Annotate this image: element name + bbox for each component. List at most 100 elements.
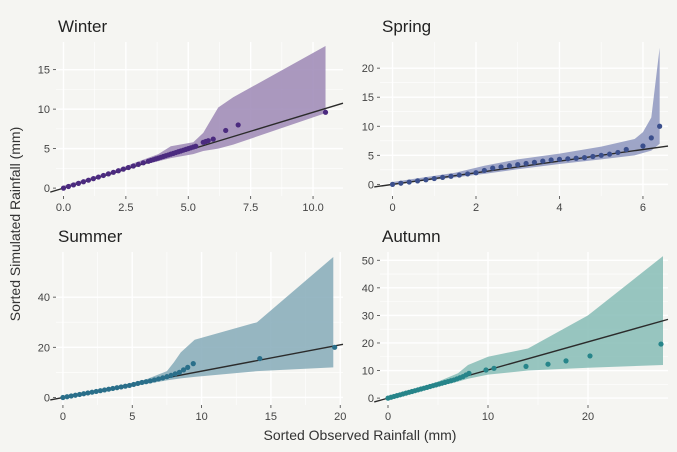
x-tick-label: 20 <box>582 411 594 423</box>
y-tick-label: 5 <box>44 144 50 156</box>
data-point <box>76 391 83 398</box>
data-point <box>135 161 141 168</box>
data-point <box>573 155 579 161</box>
data-point <box>60 394 66 401</box>
x-tick-label: 7.5 <box>243 202 258 214</box>
data-point <box>431 175 437 182</box>
data-point <box>180 367 187 373</box>
data-point <box>115 168 121 174</box>
y-tick-label: 10 <box>362 121 374 133</box>
x-tick-label: 2 <box>473 202 479 214</box>
data-point <box>105 171 112 177</box>
data-point <box>490 165 496 171</box>
data-point <box>122 383 128 389</box>
data-point <box>257 355 263 362</box>
x-tick-label: 6 <box>640 202 646 214</box>
data-point <box>139 379 145 386</box>
data-point <box>168 372 174 379</box>
data-point <box>423 177 429 183</box>
data-point <box>101 387 108 393</box>
data-point <box>190 361 196 367</box>
data-point <box>151 377 158 383</box>
data-point <box>110 385 116 392</box>
data-point <box>89 389 95 395</box>
data-point <box>172 371 178 377</box>
y-axis-label: Sorted Simulated Rainfall (mm) <box>7 127 23 322</box>
data-point <box>143 379 149 385</box>
y-tick-label: 10 <box>38 104 50 116</box>
x-tick-label: 0 <box>385 411 391 423</box>
data-point <box>598 152 604 158</box>
data-point <box>523 363 529 370</box>
data-point <box>473 170 479 176</box>
data-point <box>235 122 241 128</box>
data-point <box>64 394 70 400</box>
simulation-band <box>62 257 334 398</box>
data-point <box>135 380 141 387</box>
data-point <box>406 179 412 185</box>
panel-title-spring: Spring <box>382 17 431 36</box>
y-tick-label: 20 <box>362 338 374 350</box>
y-tick-label: 20 <box>38 342 50 354</box>
data-point <box>556 156 563 162</box>
data-point <box>506 163 512 169</box>
data-point <box>648 135 654 141</box>
data-point <box>523 160 529 167</box>
y-tick-label: 0 <box>368 393 374 405</box>
data-point <box>590 153 596 160</box>
data-point <box>545 361 551 367</box>
panel-title-winter: Winter <box>58 17 107 36</box>
data-point <box>491 365 497 371</box>
data-point <box>85 177 92 183</box>
data-point <box>147 378 153 384</box>
data-point <box>531 159 538 165</box>
data-point <box>448 173 454 179</box>
panel-title-summer: Summer <box>58 227 123 246</box>
data-point <box>481 167 487 174</box>
data-point <box>587 353 593 359</box>
y-tick-label: 0 <box>368 179 374 191</box>
y-tick-label: 0 <box>44 183 50 195</box>
data-point <box>615 149 621 156</box>
data-point <box>193 143 199 149</box>
data-point <box>398 180 404 186</box>
data-point <box>95 174 102 180</box>
data-point <box>120 166 126 172</box>
data-point <box>75 180 82 186</box>
data-point <box>60 185 67 191</box>
x-tick-label: 0 <box>389 202 395 214</box>
x-tick-label: 10 <box>195 411 207 423</box>
data-point <box>72 392 79 398</box>
y-tick-label: 0 <box>44 392 50 404</box>
data-point <box>106 386 112 392</box>
data-point <box>657 123 663 129</box>
data-point <box>81 391 87 397</box>
data-point <box>118 384 124 390</box>
x-axis-label: Sorted Observed Rainfall (mm) <box>264 427 457 443</box>
x-tick-label: 2.5 <box>118 202 133 214</box>
y-tick-label: 30 <box>362 310 374 322</box>
y-tick-label: 10 <box>362 366 374 378</box>
data-point <box>126 382 133 389</box>
y-tick-label: 40 <box>38 292 50 304</box>
panel-title-autumn: Autumn <box>382 227 441 246</box>
x-tick-label: 20 <box>334 411 346 423</box>
data-point <box>85 390 91 396</box>
data-point <box>164 374 170 380</box>
panel-autumn: 0 10 20 0 10 20 30 40 50 Autumn <box>362 227 669 423</box>
data-point <box>93 388 99 395</box>
data-point <box>540 158 546 164</box>
data-point <box>414 178 421 184</box>
x-tick-label: 5 <box>129 411 135 423</box>
data-point <box>176 369 182 375</box>
data-point <box>440 174 446 181</box>
panel-summer: 0 5 10 15 20 0 20 40 Summer <box>38 227 347 423</box>
simulation-band <box>392 47 660 185</box>
x-tick-label: 5.0 <box>181 202 196 214</box>
x-tick-label: 10.0 <box>302 202 323 214</box>
data-point <box>623 146 629 153</box>
data-point <box>658 341 664 347</box>
data-point <box>185 364 191 370</box>
